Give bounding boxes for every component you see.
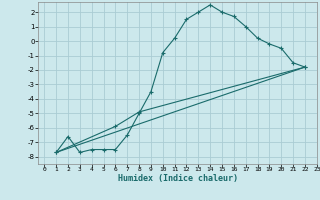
X-axis label: Humidex (Indice chaleur): Humidex (Indice chaleur) (118, 174, 238, 183)
